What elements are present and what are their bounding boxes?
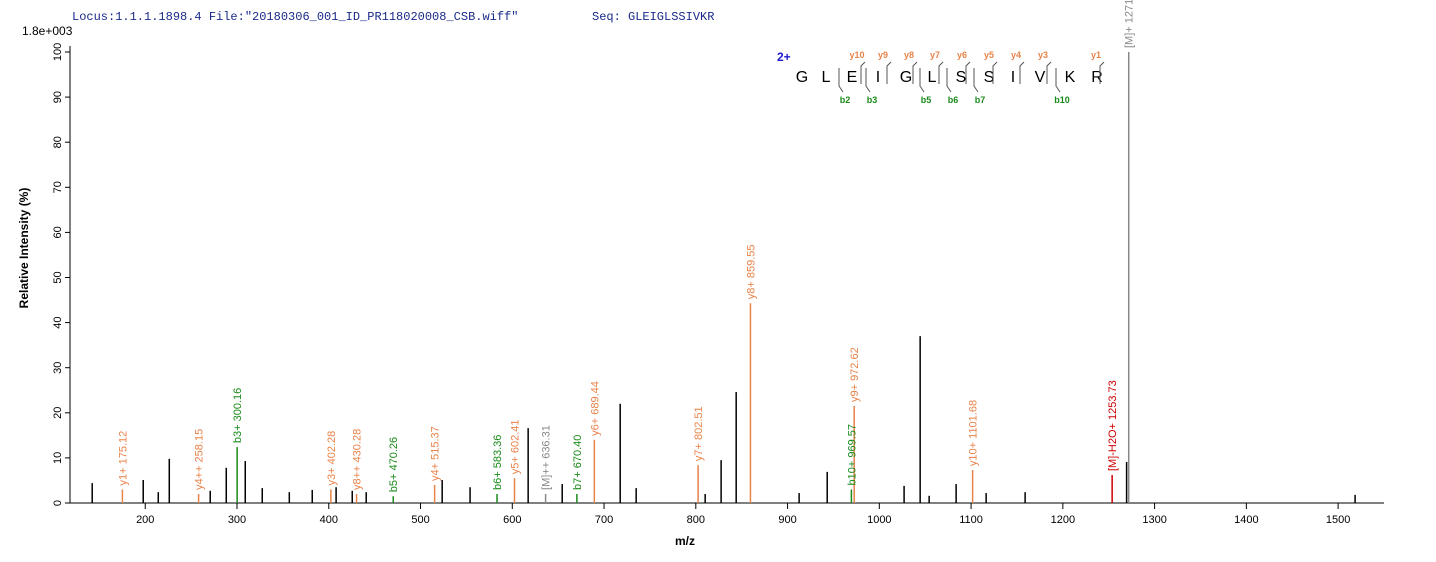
y-bracket (860, 61, 866, 84)
residue: G (900, 69, 912, 86)
y-bracket (992, 61, 998, 84)
y-ion: y8 (904, 50, 914, 60)
x-tick-label: 500 (411, 514, 429, 526)
residue: E (847, 69, 858, 86)
peak-label: b6+ 583.36 (492, 435, 504, 490)
b-ion: b7 (975, 95, 986, 105)
y-bracket (1046, 61, 1052, 84)
y-tick-label: 90 (52, 91, 64, 103)
peak-label: [M]+ 1271.80 (1124, 0, 1136, 48)
residue: L (822, 69, 831, 86)
x-tick-label: 700 (595, 514, 613, 526)
y-ion: y3 (1038, 50, 1048, 60)
x-tick-label: 1200 (1051, 514, 1075, 526)
b-bracket (1055, 68, 1061, 93)
b-bracket (865, 68, 871, 93)
y-ion: y5 (984, 50, 994, 60)
y-tick-label: 60 (52, 226, 64, 238)
y-bracket (1099, 61, 1105, 84)
sequence-label: Seq: GLEIGLSSIVKR (592, 10, 714, 24)
y-bracket (912, 61, 918, 84)
peak-label: y3+ 402.28 (326, 431, 338, 486)
b-ion: b10 (1054, 95, 1070, 105)
peak-label: b3+ 300.16 (232, 388, 244, 443)
peak-label: y4++ 258.15 (194, 429, 206, 490)
b-bracket (973, 68, 979, 93)
locus: Locus:1.1.1.1898.4 File:"20180306_001_ID… (72, 10, 518, 24)
y-tick-label: 30 (52, 362, 64, 374)
b-bracket (919, 68, 925, 93)
x-tick-label: 1100 (959, 514, 983, 526)
y-bracket (1019, 61, 1025, 84)
residue: K (1065, 69, 1076, 86)
y-ion: y10 (849, 50, 864, 60)
y-tick-label: 20 (52, 407, 64, 419)
x-tick-label: 1300 (1142, 514, 1166, 526)
x-tick-label: 900 (778, 514, 796, 526)
b-ion: b2 (840, 95, 851, 105)
y-tick-label: 70 (52, 181, 64, 193)
x-tick-label: 800 (687, 514, 705, 526)
peak-label: y7+ 802.51 (693, 406, 705, 461)
y-tick-label: 80 (52, 136, 64, 148)
peak-label: y8+ 859.55 (745, 244, 757, 299)
residue: L (928, 69, 937, 86)
residue: V (1035, 69, 1046, 86)
peak-label: y10+ 1101.68 (968, 400, 980, 466)
residue: G (796, 69, 808, 86)
b-ion: b6 (948, 95, 959, 105)
x-tick-label: 1500 (1326, 514, 1350, 526)
y-tick-label: 50 (52, 271, 64, 283)
peak-label: b5+ 470.26 (388, 437, 400, 492)
y-bracket (965, 61, 971, 84)
charge: 2+ (777, 50, 791, 64)
residue: I (876, 69, 880, 86)
b-ion: b5 (921, 95, 932, 105)
peak-label: y1+ 175.12 (117, 431, 129, 486)
y-tick-label: 40 (52, 316, 64, 328)
y-tick-label: 10 (52, 452, 64, 464)
residue: S (984, 69, 995, 86)
peak-label: y9+ 972.62 (849, 347, 861, 402)
peak-label: y8++ 430.28 (352, 429, 364, 490)
x-tick-label: 300 (228, 514, 246, 526)
peak-label: y5+ 602.41 (509, 419, 521, 474)
residue: I (1011, 69, 1015, 86)
peak-label: [M]++ 636.31 (541, 425, 553, 490)
y-tick-label: 100 (52, 43, 64, 61)
y-ion: y6 (957, 50, 967, 60)
b-bracket (946, 68, 952, 93)
peak-label: b10+ 969.57 (846, 424, 858, 485)
x-tick-label: 400 (320, 514, 338, 526)
peak-label: y4+ 515.37 (430, 426, 442, 481)
x-tick-label: 1400 (1234, 514, 1258, 526)
residue: S (956, 69, 967, 86)
peak-label: y6+ 689.44 (589, 381, 601, 436)
y-ion: y9 (878, 50, 888, 60)
y-tick-label: 0 (52, 500, 64, 506)
y-ion: y1 (1091, 50, 1101, 60)
y-ion: y7 (930, 50, 940, 60)
peak-label: b7+ 670.40 (572, 435, 584, 490)
y-bracket (938, 61, 944, 84)
y-bracket (886, 61, 892, 84)
y-axis-label: Relative Intensity (%) (17, 188, 31, 309)
x-tick-label: 1000 (867, 514, 891, 526)
residue: R (1091, 69, 1103, 86)
scale-label: 1.8e+003 (22, 24, 73, 38)
y-ion: y4 (1011, 50, 1021, 60)
b-bracket (838, 68, 844, 93)
b-ion: b3 (867, 95, 878, 105)
x-tick-label: 600 (503, 514, 521, 526)
peak-label: [M]-H2O+ 1253.73 (1107, 380, 1119, 471)
x-axis-label: m/z (675, 534, 695, 548)
x-tick-label: 200 (136, 514, 154, 526)
